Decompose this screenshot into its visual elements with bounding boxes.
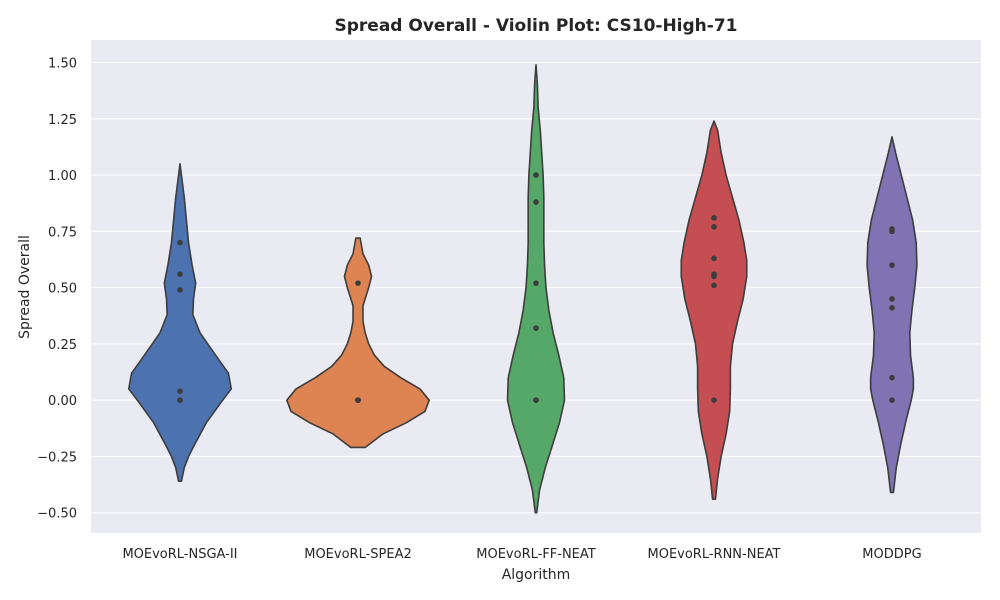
violin-point bbox=[177, 271, 183, 277]
violin-point bbox=[177, 287, 183, 293]
x-tick-label: MODDPG bbox=[862, 547, 921, 562]
violin-point bbox=[355, 397, 361, 403]
violin-body bbox=[127, 163, 233, 483]
violin-point bbox=[889, 262, 895, 268]
violin-point bbox=[711, 282, 717, 289]
violins bbox=[127, 63, 918, 514]
y-tick-label: 0.00 bbox=[48, 394, 77, 409]
y-tick-label: 0.50 bbox=[48, 282, 77, 297]
violin-point bbox=[177, 388, 183, 394]
x-tick-label: MOEvoRL-SPEA2 bbox=[304, 547, 412, 562]
violin-point bbox=[711, 255, 717, 262]
violin-point bbox=[533, 325, 539, 331]
violin-body bbox=[866, 136, 918, 494]
violin-point bbox=[355, 280, 361, 286]
violin-body bbox=[506, 63, 566, 514]
x-axis-label: Algorithm bbox=[502, 567, 571, 583]
y-tick-label: 1.00 bbox=[48, 169, 77, 184]
violin-point bbox=[889, 226, 895, 232]
violin-body bbox=[286, 237, 430, 449]
violin-point bbox=[889, 397, 895, 403]
violin-point bbox=[889, 296, 895, 302]
violin-point bbox=[711, 224, 717, 230]
violin-point bbox=[711, 271, 717, 277]
y-tick-label: 1.25 bbox=[48, 113, 77, 128]
x-tick-label: MOEvoRL-NSGA-II bbox=[122, 547, 237, 562]
y-tick-label: −0.25 bbox=[37, 450, 77, 465]
y-tick-label: 0.25 bbox=[48, 338, 77, 353]
y-axis-label: Spread Overall bbox=[17, 235, 33, 339]
y-tick-label: 1.50 bbox=[48, 57, 77, 72]
x-tick-label: MOEvoRL-FF-NEAT bbox=[476, 547, 596, 562]
y-tick-label: 0.75 bbox=[48, 225, 77, 240]
violin-point bbox=[177, 239, 183, 246]
violin-point bbox=[889, 374, 895, 381]
violin-point bbox=[533, 397, 539, 403]
violin-body bbox=[680, 120, 748, 501]
y-tick-label: −0.50 bbox=[37, 507, 77, 522]
violin-point bbox=[533, 199, 539, 205]
violin-point bbox=[533, 172, 539, 178]
violin-point bbox=[889, 305, 895, 311]
x-tick-label: MOEvoRL-RNN-NEAT bbox=[648, 547, 781, 562]
y-axis-ticks: −0.50 −0.25 0.00 0.25 0.50 0.75 1.00 1.25 1.50 bbox=[37, 57, 77, 522]
violin-point bbox=[711, 397, 717, 403]
violin-point bbox=[533, 280, 539, 286]
chart-title: Spread Overall - Violin Plot: CS10-High-… bbox=[335, 16, 738, 36]
violin-point bbox=[711, 215, 717, 221]
x-axis-ticks: MOEvoRL-NSGA-II MOEvoRL-SPEA2 MOEvoRL-FF-N… bbox=[122, 547, 921, 562]
violin-point bbox=[177, 397, 183, 403]
